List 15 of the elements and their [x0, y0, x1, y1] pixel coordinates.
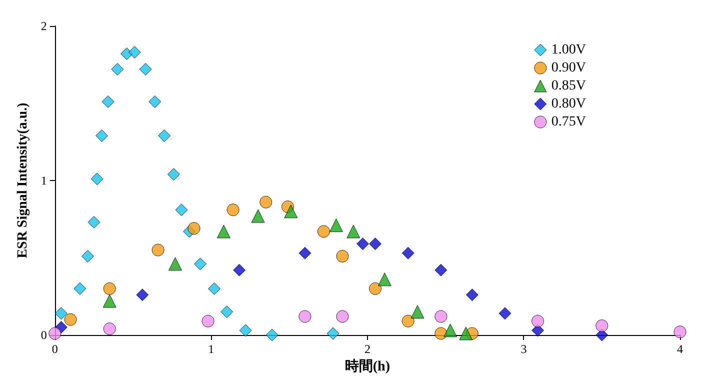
- y-tick-label: 0: [40, 328, 47, 342]
- legend-label: 0.90V: [551, 60, 586, 76]
- legend-label: 0.75V: [551, 114, 586, 130]
- y-axis-title: ESR Signal Intensity(a.u.): [16, 102, 30, 258]
- x-axis-title: 時間(h): [344, 358, 390, 374]
- x-tick-label: 0: [52, 342, 58, 356]
- legend-label: 0.80V: [551, 96, 586, 112]
- y-tick-label: 2: [40, 19, 47, 33]
- legend-label: 1.00V: [551, 42, 586, 58]
- x-tick-label: 4: [677, 342, 683, 356]
- y-tick-label: 1: [40, 174, 47, 188]
- x-tick-label: 3: [520, 342, 527, 356]
- legend-label: 0.85V: [551, 78, 586, 94]
- x-tick-label: 1: [208, 342, 214, 356]
- x-tick-label: 2: [364, 342, 370, 356]
